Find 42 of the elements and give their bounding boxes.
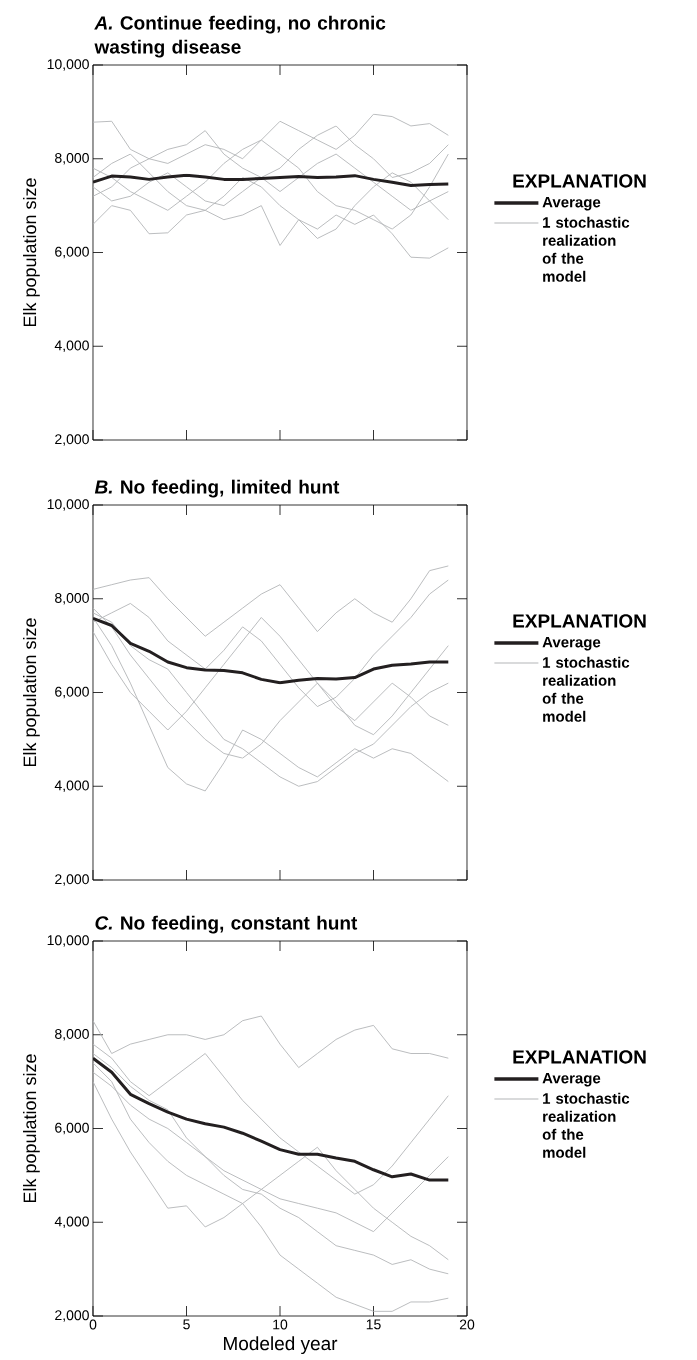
- y-tick-label: 4,000: [54, 1216, 89, 1229]
- x-tick-label: 5: [183, 1319, 190, 1330]
- y-tick-label: 4,000: [54, 340, 89, 353]
- y-tick-label: 10,000: [47, 59, 89, 71]
- line-series: [93, 1062, 449, 1312]
- legend-label: Average: [542, 636, 601, 651]
- legend-title: EXPLANATION: [513, 614, 646, 628]
- x-tick-label: 20: [459, 1319, 475, 1330]
- legend-label: 1 stochastic realization of the model: [542, 216, 630, 282]
- chart-title: B. No feeding, limited hunt: [94, 479, 340, 498]
- legend-label: 1 stochastic realization of the model: [542, 1092, 630, 1158]
- x-tick-label: 10: [273, 1319, 288, 1330]
- legend-label: Average: [542, 196, 601, 211]
- y-tick-label: 6,000: [55, 686, 89, 699]
- line-series: [93, 1015, 449, 1069]
- y-axis-title: Elk population size: [23, 618, 40, 767]
- y-axis-title: Elk population size: [23, 1054, 40, 1203]
- line-series: [93, 616, 450, 685]
- y-tick-label: 2,000: [55, 874, 89, 886]
- y-tick-label: 10,000: [47, 499, 89, 511]
- y-tick-label: 10,000: [47, 935, 89, 947]
- y-tick-label: 8,000: [55, 152, 89, 165]
- y-tick-label: 2,000: [55, 1310, 89, 1322]
- chart-title: C. No feeding, constant hunt: [95, 915, 358, 934]
- y-tick-label: 2,000: [55, 434, 89, 446]
- legend-label: Average: [542, 1072, 601, 1087]
- x-tick-label: 0: [89, 1319, 97, 1330]
- line-series: [93, 173, 450, 187]
- x-tick-label: 15: [366, 1319, 381, 1330]
- legend-title: EXPLANATION: [513, 1050, 646, 1064]
- line-series: [93, 1053, 449, 1275]
- x-axis-title: Modeled year: [223, 1336, 338, 1355]
- y-axis-title: Elk population size: [23, 178, 40, 327]
- legend-label: 1 stochastic realization of the model: [542, 656, 630, 722]
- y-tick-label: 6,000: [55, 246, 89, 259]
- line-series: [93, 1056, 450, 1182]
- legend-title: EXPLANATION: [513, 174, 646, 188]
- y-tick-label: 6,000: [55, 1122, 89, 1135]
- y-tick-label: 8,000: [55, 592, 89, 605]
- y-tick-label: 4,000: [54, 780, 89, 793]
- chart-title: A. Continue feeding, no chronic wasting disease: [94, 15, 386, 58]
- y-tick-label: 8,000: [55, 1028, 89, 1041]
